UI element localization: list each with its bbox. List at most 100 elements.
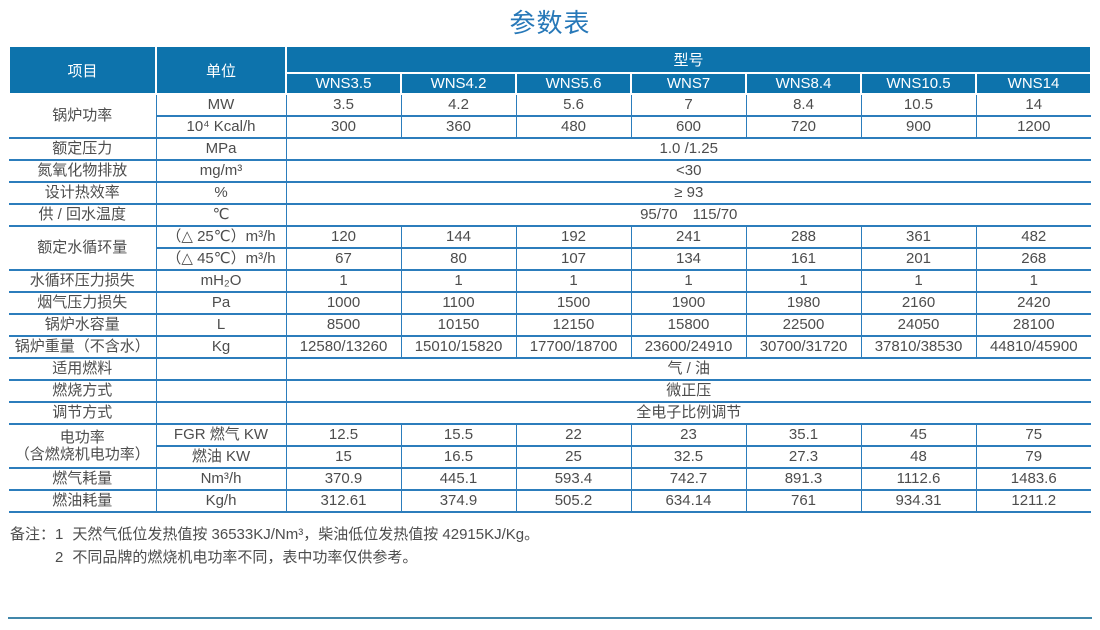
table-row: （△ 45℃）m³/h 67 80 107 134 161 201 268 (9, 247, 1091, 271)
cell-value: 27.3 (745, 445, 862, 469)
cell-value: 80 (400, 247, 517, 271)
cell-value: 37810/38530 (860, 335, 977, 359)
cell-item-label: 锅炉重量（不含水） (9, 335, 157, 359)
note-number: 2 (55, 549, 64, 566)
cell-value: 1 (285, 269, 402, 293)
column-header-unit: 单位 (155, 45, 287, 95)
table-row: 水循环压力损失 mH₂O 1 1 1 1 1 1 1 (9, 269, 1091, 293)
cell-value: 2420 (975, 291, 1091, 315)
cell-value: 15010/15820 (400, 335, 517, 359)
cell-unit: ℃ (155, 203, 287, 227)
table-row: 燃油耗量 Kg/h 312.61 374.9 505.2 634.14 761 934.31 1… (9, 489, 1091, 513)
cell-unit (155, 379, 287, 403)
spec-table: 项目 单位 型号 WNS3.5 WNS4.2 WNS5.6 WNS7 WNS8.4 WNS10.… (8, 45, 1092, 513)
cell-value: 1200 (975, 115, 1091, 139)
cell-value: 10.5 (860, 93, 977, 117)
cell-value: 15800 (630, 313, 747, 337)
cell-span-value: 气 / 油 (285, 357, 1091, 381)
cell-item-label: 燃油耗量 (9, 489, 157, 513)
column-header-model: WNS7 (630, 72, 747, 95)
column-header-model: WNS3.5 (285, 72, 402, 95)
cell-item-label: 燃烧方式 (9, 379, 157, 403)
cell-value: 720 (745, 115, 862, 139)
cell-value: 79 (975, 445, 1091, 469)
cell-value: 505.2 (515, 489, 632, 513)
cell-value: 44810/45900 (975, 335, 1091, 359)
cell-value: 8500 (285, 313, 402, 337)
table-row: 烟气压力损失 Pa 1000 1100 1500 1900 1980 2160 2420 (9, 291, 1091, 315)
cell-value: 48 (860, 445, 977, 469)
table-row: 氮氧化物排放 mg/m³ <30 (9, 159, 1091, 183)
table-row: 适用燃料 气 / 油 (9, 357, 1091, 381)
cell-value: 15 (285, 445, 402, 469)
cell-value: 1483.6 (975, 467, 1091, 491)
cell-value: 312.61 (285, 489, 402, 513)
cell-value: 1000 (285, 291, 402, 315)
cell-value: 14 (975, 93, 1091, 117)
cell-value: 1 (400, 269, 517, 293)
table-row: 燃烧方式 微正压 (9, 379, 1091, 403)
cell-value: 134 (630, 247, 747, 271)
cell-unit: Kg/h (155, 489, 287, 513)
note-number: 1 (55, 526, 64, 543)
cell-value: 300 (285, 115, 402, 139)
column-header-model: WNS14 (975, 72, 1092, 95)
cell-value: 32.5 (630, 445, 747, 469)
cell-item-label: 额定压力 (9, 137, 157, 161)
cell-unit: 10⁴ Kcal/h (155, 115, 287, 139)
table-row: 10⁴ Kcal/h 300 360 480 600 720 900 1200 (9, 115, 1091, 139)
cell-unit: Nm³/h (155, 467, 287, 491)
cell-item-label: 水循环压力损失 (9, 269, 157, 293)
table-row: 供 / 回水温度 ℃ 95/70 115/70 (9, 203, 1091, 227)
cell-value: 593.4 (515, 467, 632, 491)
notes-list: 1 天然气低位发热值按 36533KJ/Nm³，柴油低位发热值按 42915KJ… (55, 523, 1100, 569)
table-row: 电功率 （含燃烧机电功率） FGR 燃气 KW 12.5 15.5 22 23 35.1 45… (9, 423, 1091, 469)
note-line: 2 不同品牌的燃烧机电功率不同，表中功率仅供参考。 (55, 546, 1100, 569)
table-row: 锅炉功率 MW 3.5 4.2 5.6 7 8.4 10.5 14 (9, 93, 1091, 139)
table-row: 额定水循环量 （△ 25℃）m³/h 120 144 192 241 288 361 482 (9, 225, 1091, 271)
cell-value: 1 (975, 269, 1091, 293)
cell-value: 1980 (745, 291, 862, 315)
cell-value: 1 (515, 269, 632, 293)
cell-value: 30700/31720 (745, 335, 862, 359)
cell-item-label: 燃气耗量 (9, 467, 157, 491)
cell-value: 12150 (515, 313, 632, 337)
table-row: 锅炉重量（不含水） Kg 12580/13260 15010/15820 17700/1… (9, 335, 1091, 359)
cell-unit: （△ 25℃）m³/h (155, 225, 287, 249)
note-text: 不同品牌的燃烧机电功率不同，表中功率仅供参考。 (72, 549, 418, 566)
cell-value: 107 (515, 247, 632, 271)
cell-item-label: 适用燃料 (9, 357, 157, 381)
notes: 备注： 1 天然气低位发热值按 36533KJ/Nm³，柴油低位发热值按 429… (10, 523, 1100, 569)
cell-unit: MW (155, 93, 287, 117)
cell-value: 161 (745, 247, 862, 271)
cell-unit: Pa (155, 291, 287, 315)
cell-value: 482 (975, 225, 1091, 249)
cell-value: 120 (285, 225, 402, 249)
table-row: 设计热效率% ≥ 93 (9, 181, 1091, 205)
cell-value: 891.3 (745, 467, 862, 491)
cell-value: 7 (630, 93, 747, 117)
cell-unit: mH₂O (155, 269, 287, 293)
cell-value: 268 (975, 247, 1091, 271)
cell-unit: mg/m³ (155, 159, 287, 183)
cell-unit (155, 357, 287, 381)
cell-span-value: 微正压 (285, 379, 1091, 403)
cell-item-label: 额定水循环量 (9, 225, 157, 271)
cell-item-label: 供 / 回水温度 (9, 203, 157, 227)
cell-value: 35.1 (745, 423, 862, 447)
cell-item-label: 烟气压力损失 (9, 291, 157, 315)
cell-unit: FGR 燃气 KW (155, 423, 287, 447)
cell-item-label: 锅炉功率 (9, 93, 157, 139)
cell-value: 12.5 (285, 423, 402, 447)
cell-value: 5.6 (515, 93, 632, 117)
cell-item-label: 调节方式 (9, 401, 157, 425)
cell-span-value: 全电子比例调节 (285, 401, 1091, 425)
cell-value: 192 (515, 225, 632, 249)
cell-item-label: 设计热效率 (9, 181, 157, 205)
cell-value: 1900 (630, 291, 747, 315)
cell-value: 1 (860, 269, 977, 293)
cell-value: 361 (860, 225, 977, 249)
cell-value: 4.2 (400, 93, 517, 117)
cell-value: 67 (285, 247, 402, 271)
cell-unit: 燃油 KW (155, 445, 287, 469)
